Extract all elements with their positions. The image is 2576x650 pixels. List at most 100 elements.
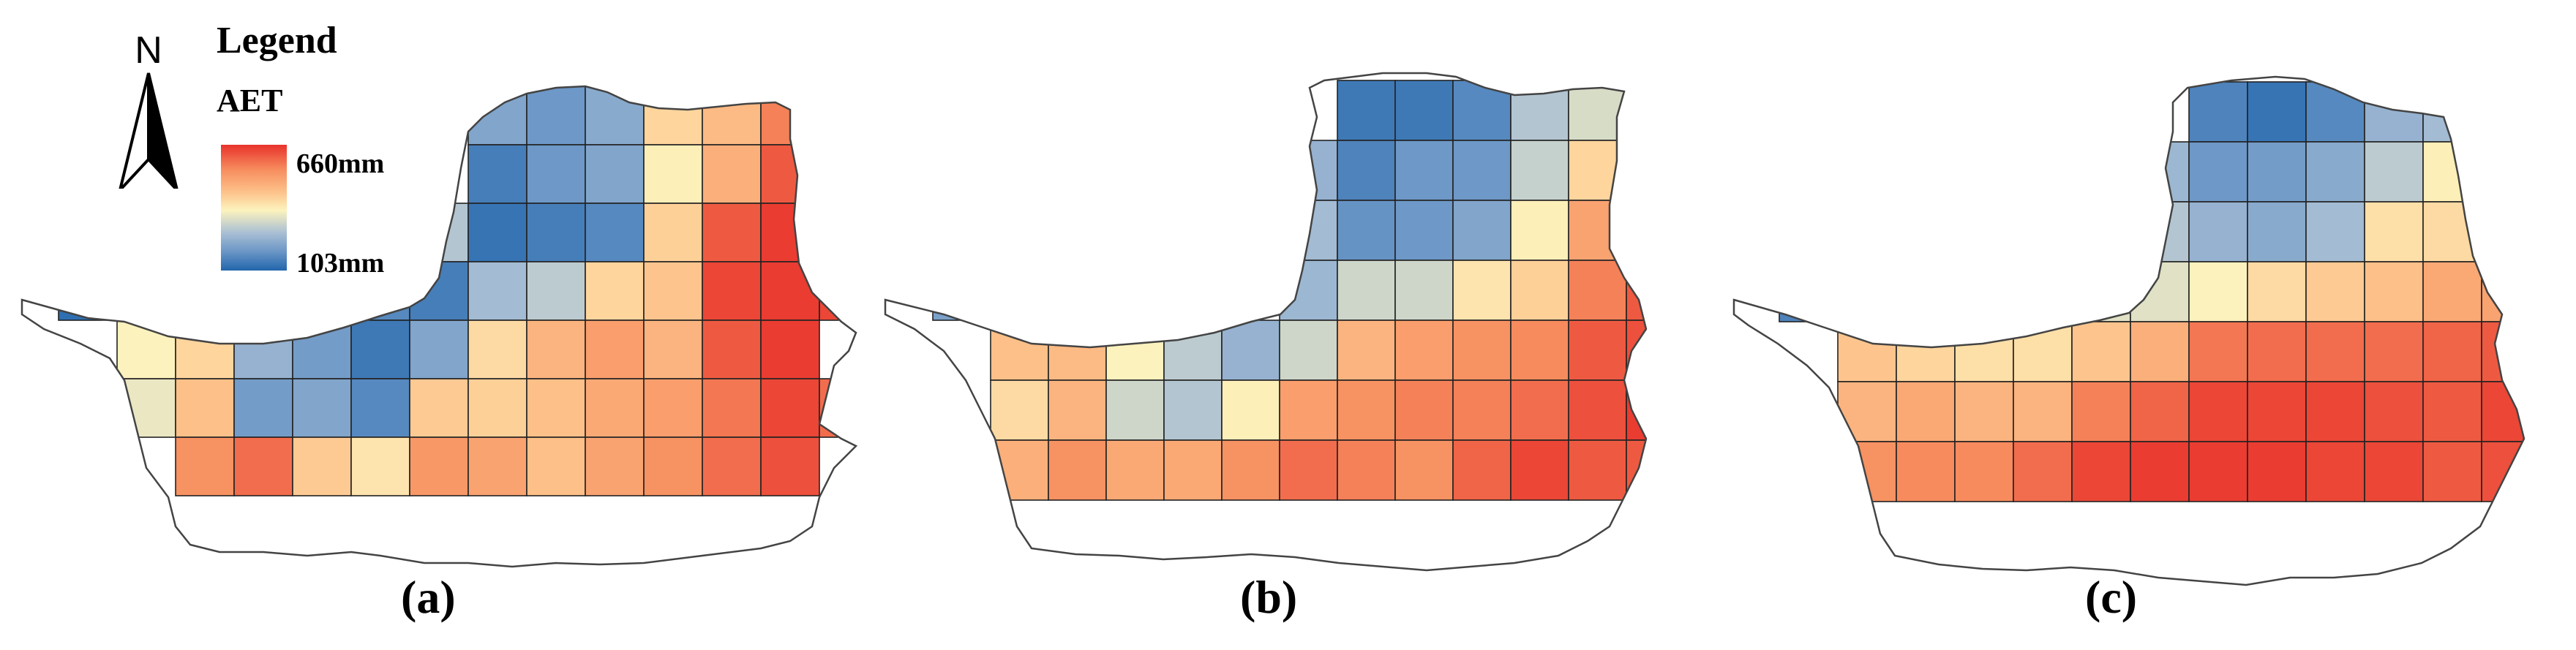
map-b: [884, 72, 1648, 572]
grid-cell: [1568, 439, 1627, 501]
grid-cell: [2364, 141, 2424, 203]
grid-cell: [2364, 381, 2424, 442]
grid-cell: [1163, 260, 1223, 321]
grid-cell: [1452, 200, 1512, 261]
grid-cell: [1337, 260, 1396, 321]
grid-cell: [1568, 379, 1627, 441]
grid-cell: [1837, 381, 1897, 442]
grid-cell: [1337, 320, 1396, 381]
grid-cell: [2071, 261, 2131, 322]
map-c: [1732, 75, 2526, 586]
grid-cell: [292, 437, 352, 496]
grid-cell: [526, 320, 586, 379]
grid-cell: [1626, 379, 1646, 441]
grid-cell: [175, 261, 235, 321]
grid-cell: [2305, 321, 2365, 382]
grid-cell: [643, 203, 703, 262]
grid-cell: [1510, 140, 1569, 201]
grid-cell: [350, 378, 410, 438]
grid-cell: [1452, 80, 1512, 141]
grid-cell: [702, 203, 762, 262]
grid-cell: [2188, 321, 2248, 382]
grid-cell: [2481, 81, 2524, 143]
grid-cell: [526, 378, 586, 438]
grid-cell: [2364, 261, 2424, 322]
region-outline: [20, 85, 858, 568]
grid-cell: [643, 261, 703, 321]
region-outline: [884, 72, 1648, 572]
grid-cell: [585, 320, 645, 379]
grid-cell: [1394, 200, 1454, 261]
grid-cell: [2305, 261, 2365, 322]
grid-cell: [1837, 261, 1897, 322]
grid-cell: [2481, 321, 2524, 382]
grid-cell: [2130, 441, 2190, 502]
grid-cell: [175, 320, 235, 379]
grid-cell: [2481, 381, 2524, 442]
grid-cell: [760, 378, 820, 438]
grid-cell: [350, 320, 410, 379]
grid-cell: [1896, 261, 1956, 322]
grid-cell: [585, 144, 645, 204]
grid-cell: [2422, 81, 2482, 143]
grid-cell: [1221, 439, 1280, 501]
grid-cell: [1510, 320, 1569, 381]
grid-cell: [2247, 441, 2307, 502]
grid-cell: [1048, 439, 1107, 501]
grid-cell: [1105, 260, 1165, 321]
grid-cell: [1163, 320, 1223, 381]
grid-cell: [1394, 379, 1454, 441]
grid-cell: [116, 261, 176, 321]
grid-cell: [1337, 439, 1396, 501]
grid-cell: [1279, 320, 1338, 381]
grid-cell: [1394, 439, 1454, 501]
grid-cell: [467, 320, 527, 379]
grid-cell: [2013, 321, 2073, 382]
grid-cell: [2130, 321, 2190, 382]
grid-cell: [2364, 321, 2424, 382]
map-a: [20, 85, 858, 568]
north-arrow-icon: N: [119, 29, 179, 189]
grid-cell: [409, 437, 469, 496]
grid-cell: [1221, 320, 1280, 381]
grid-cell: [2071, 321, 2131, 382]
grid-cell: [819, 261, 856, 321]
grid-cell: [2247, 201, 2307, 262]
grid-cell: [702, 320, 762, 379]
grid-cell: [292, 320, 352, 379]
grid-cell: [643, 320, 703, 379]
grid-cell: [1954, 381, 2014, 442]
grid-cell: [467, 86, 527, 146]
grid-cell: [760, 437, 820, 496]
grid-cell: [2481, 201, 2524, 262]
grid-cell: [1105, 320, 1165, 381]
map-panel-c: (c): [1719, 0, 2576, 646]
grid-cell: [2247, 381, 2307, 442]
grid-cell: [2013, 441, 2073, 502]
grid-cell: [2481, 141, 2524, 203]
north-label: N: [135, 29, 162, 72]
grid-cell: [467, 144, 527, 204]
grid-cell: [2305, 81, 2365, 143]
grid-cell: [819, 144, 856, 204]
grid-cell: [1452, 320, 1512, 381]
grid-cell: [585, 203, 645, 262]
grid-cell: [1452, 140, 1512, 201]
grid-cell: [2071, 381, 2131, 442]
grid-cell: [760, 203, 820, 262]
grid-cell: [2188, 81, 2248, 143]
grid-cell: [760, 320, 820, 379]
grid-cell: [2422, 441, 2482, 502]
grid-cell: [1954, 321, 2014, 382]
grid-cell: [1452, 260, 1512, 321]
grid-cell: [1510, 80, 1569, 141]
grid-cell: [1279, 200, 1338, 261]
grid-cell: [2481, 261, 2524, 322]
grid-cell: [233, 261, 293, 321]
grid-cell: [1394, 260, 1454, 321]
grid-cell: [2481, 441, 2524, 502]
grid-cell: [643, 144, 703, 204]
grid-cell: [702, 378, 762, 438]
grid-cell: [409, 378, 469, 438]
legend-max-label: 660mm: [296, 148, 385, 179]
